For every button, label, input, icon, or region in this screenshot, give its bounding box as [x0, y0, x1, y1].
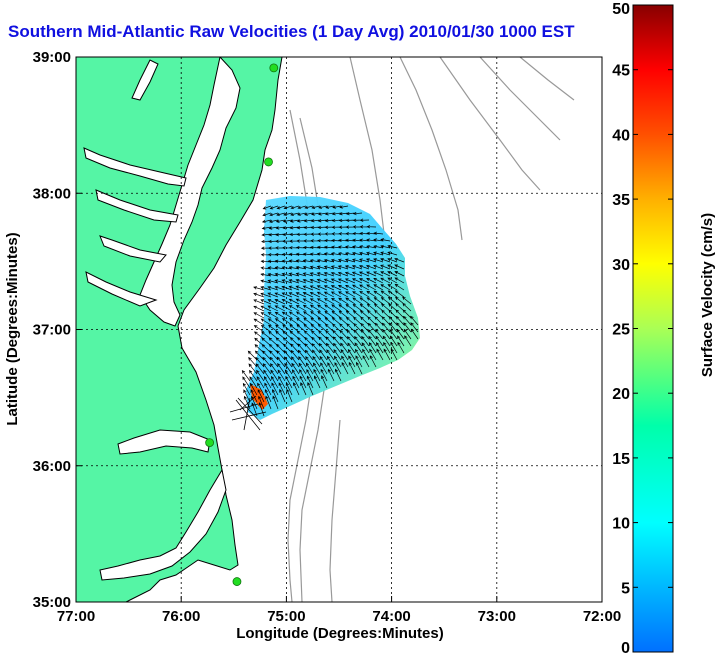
x-axis-ticks: 77:00 76:00 75:00 74:00 73:00 72:00: [57, 596, 621, 625]
y-axis-ticks: 39:00 38:00 37:00 36:00 35:00: [33, 49, 82, 611]
colorbar-tick-label: 10: [612, 516, 630, 533]
velocity-vectors: [229, 205, 419, 431]
radar-station-marker: [205, 438, 215, 447]
albemarle-sound: [117, 429, 211, 455]
colorbar-tick-label: 0: [621, 640, 630, 657]
upper-bay-inlet: [131, 59, 159, 101]
colorbar-tick-label: 40: [612, 127, 630, 144]
vector-arrows: [241, 205, 419, 417]
colorbar-tick-label: 15: [612, 451, 630, 468]
y-tick-label: 36:00: [33, 458, 71, 475]
radar-station-marker: [264, 157, 273, 167]
chesapeake-bay: [139, 57, 241, 327]
y-axis-label: Latitude (Degrees:Minutes): [4, 232, 21, 425]
x-tick-label: 74:00: [372, 608, 410, 625]
potomac-river: [83, 147, 187, 187]
x-tick-label: 77:00: [57, 608, 95, 625]
james-river: [85, 271, 158, 307]
x-tick-label: 75:00: [267, 608, 305, 625]
colorbar: [632, 4, 674, 653]
y-tick-label: 39:00: [33, 49, 71, 66]
radar-stations: [205, 63, 279, 586]
grid-lines: [76, 57, 602, 602]
colorbar-tick-label: 5: [621, 580, 630, 597]
colorbar-tick-label: 20: [612, 386, 630, 403]
colorbar-tick-label: 45: [612, 63, 630, 80]
x-tick-label: 73:00: [478, 608, 516, 625]
plot-title: Southern Mid-Atlantic Raw Velocities (1 …: [8, 22, 575, 41]
y-tick-label: 38:00: [33, 185, 71, 202]
y-tick-label: 35:00: [33, 594, 71, 611]
coastal-vector-cluster: [229, 395, 267, 431]
york-river: [99, 235, 167, 263]
colorbar-ticks: 0 5 10 15 20 25 30 35 40 45 50: [612, 1, 673, 657]
y-tick-label: 37:00: [33, 322, 71, 339]
rappahannock-river: [95, 189, 179, 223]
colorbar-tick-label: 50: [612, 1, 630, 18]
radar-station-marker: [269, 63, 279, 73]
colorbar-tick-label: 30: [612, 257, 630, 274]
x-tick-label: 76:00: [162, 608, 200, 625]
colorbar-label: Surface Velocity (cm/s): [699, 213, 716, 377]
x-axis-label: Longitude (Degrees:Minutes): [236, 625, 444, 642]
colorbar-tick-label: 35: [612, 192, 630, 209]
radar-station-marker: [232, 577, 242, 586]
pamlico-sound: [99, 468, 227, 581]
colorbar-tick-label: 25: [612, 322, 630, 339]
x-tick-label: 72:00: [583, 608, 621, 625]
